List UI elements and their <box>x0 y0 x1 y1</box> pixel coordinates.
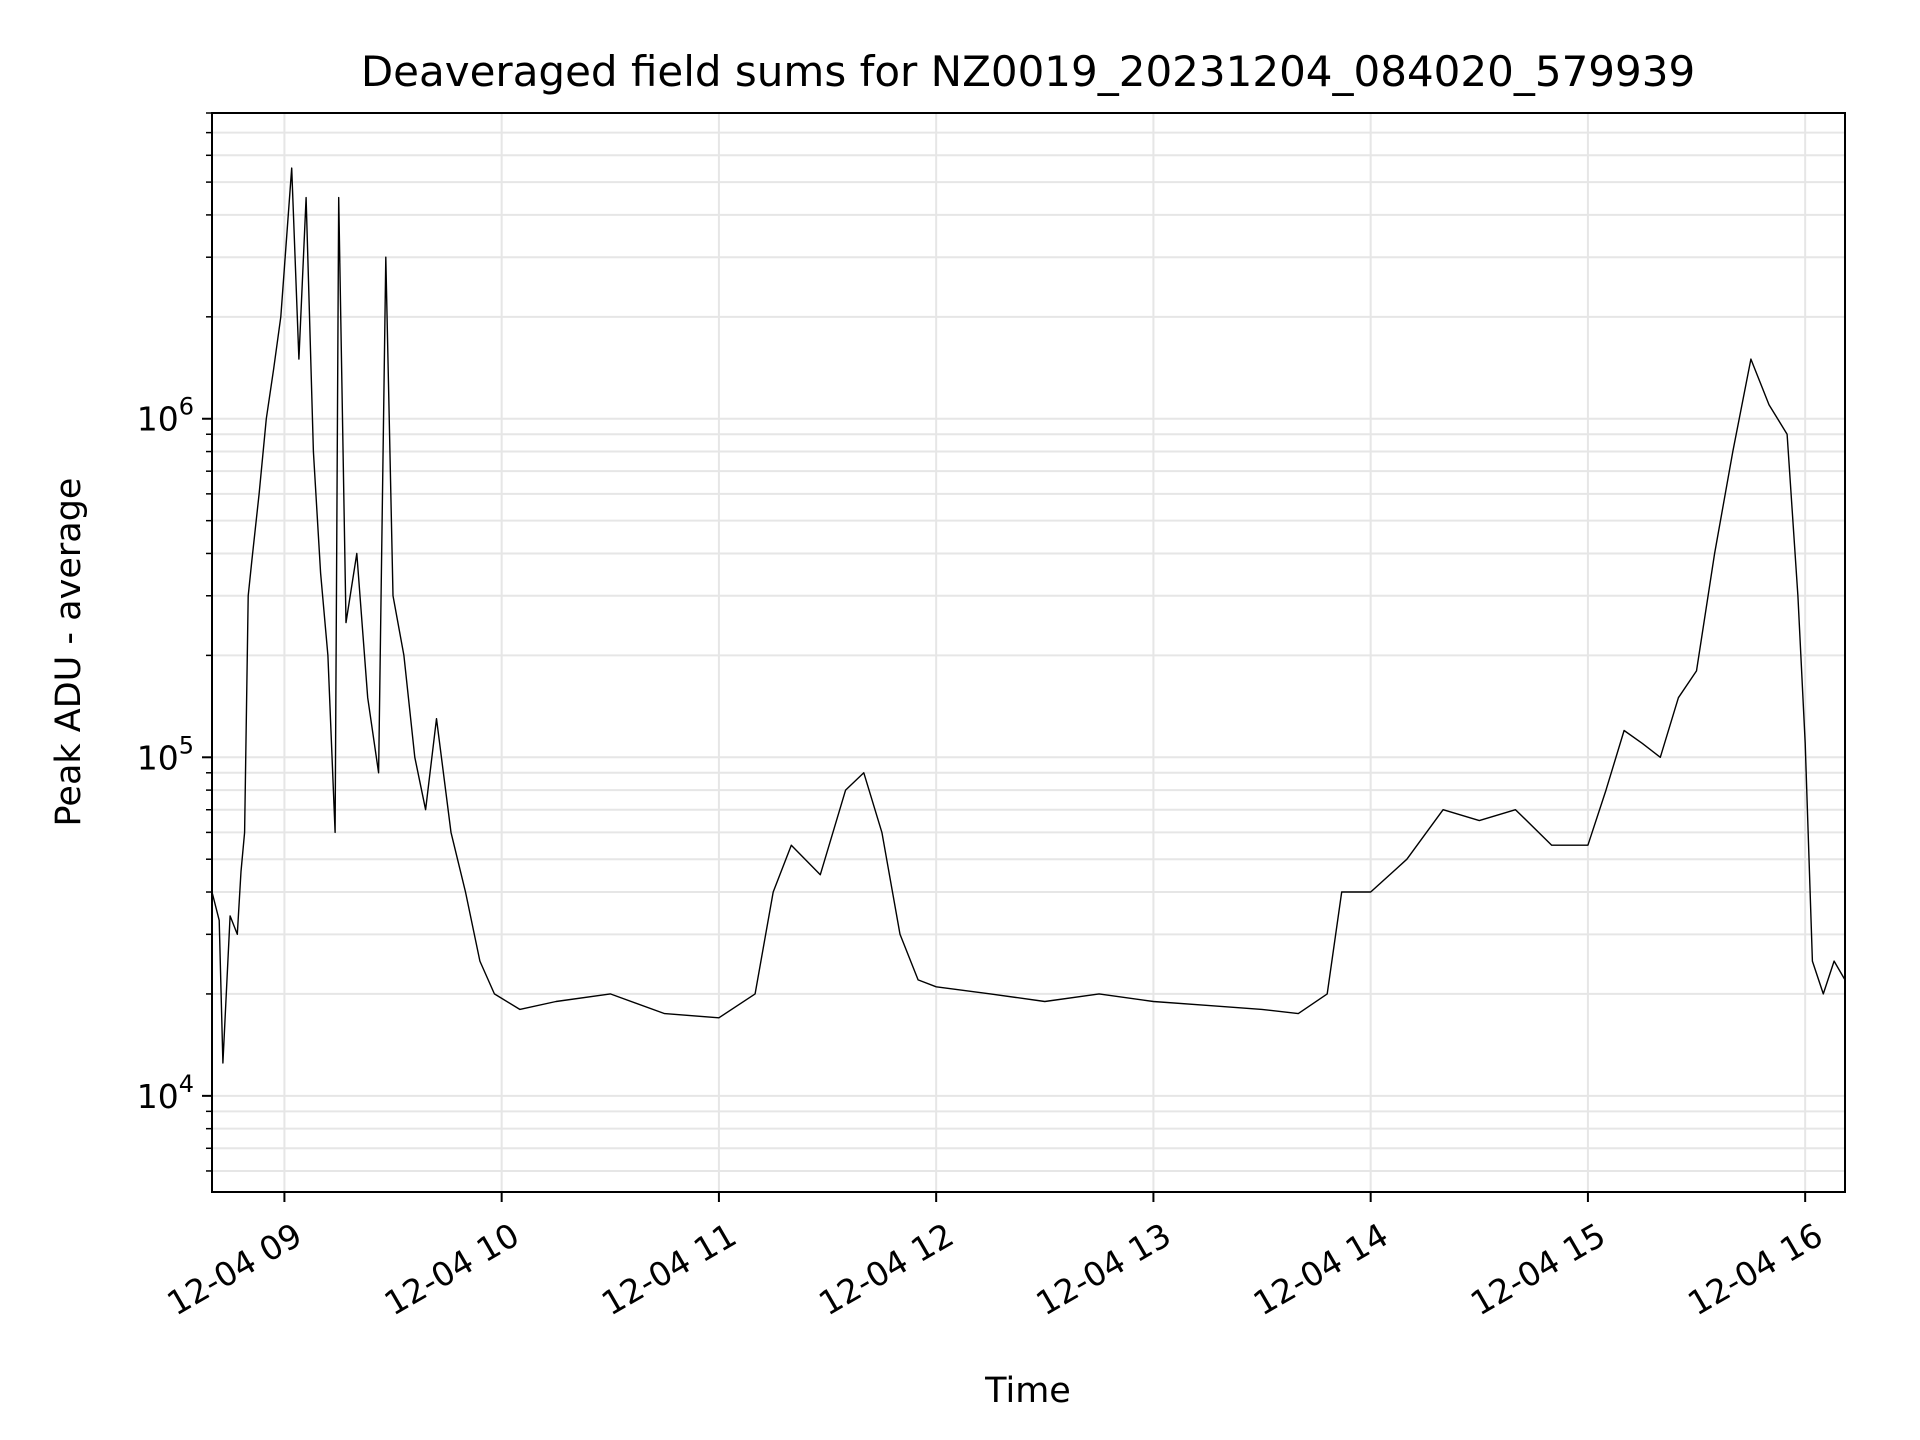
x-tick-label: 12-04 11 <box>595 1215 743 1323</box>
y-tick-label: 106 <box>137 393 194 439</box>
x-tick-label: 12-04 09 <box>160 1215 308 1323</box>
y-axis-label: Peak ADU - average <box>49 478 89 827</box>
data-series <box>211 167 1846 1064</box>
x-tick-label: 12-04 10 <box>378 1215 526 1323</box>
x-axis-ticks: 12-04 09 12-04 10 12-04 11 12-04 12 12-04 13… <box>160 1192 1829 1323</box>
y-tick-label: 104 <box>137 1070 194 1116</box>
y-axis-ticks: 104 105 106 <box>137 112 212 1172</box>
grid-lines <box>212 112 1845 1192</box>
x-axis-label: Time <box>984 1371 1071 1411</box>
x-tick-label: 12-04 13 <box>1029 1215 1177 1323</box>
x-tick-label: 12-04 14 <box>1247 1215 1395 1323</box>
chart-title: Deaveraged field sums for NZ0019_2023120… <box>361 47 1695 96</box>
x-tick-label: 12-04 15 <box>1464 1215 1612 1323</box>
x-tick-label: 12-04 16 <box>1681 1215 1829 1323</box>
x-tick-label: 12-04 12 <box>812 1215 960 1323</box>
series-line <box>211 167 1846 1064</box>
y-tick-label: 105 <box>137 731 194 777</box>
plot-area-frame <box>211 112 1846 1193</box>
